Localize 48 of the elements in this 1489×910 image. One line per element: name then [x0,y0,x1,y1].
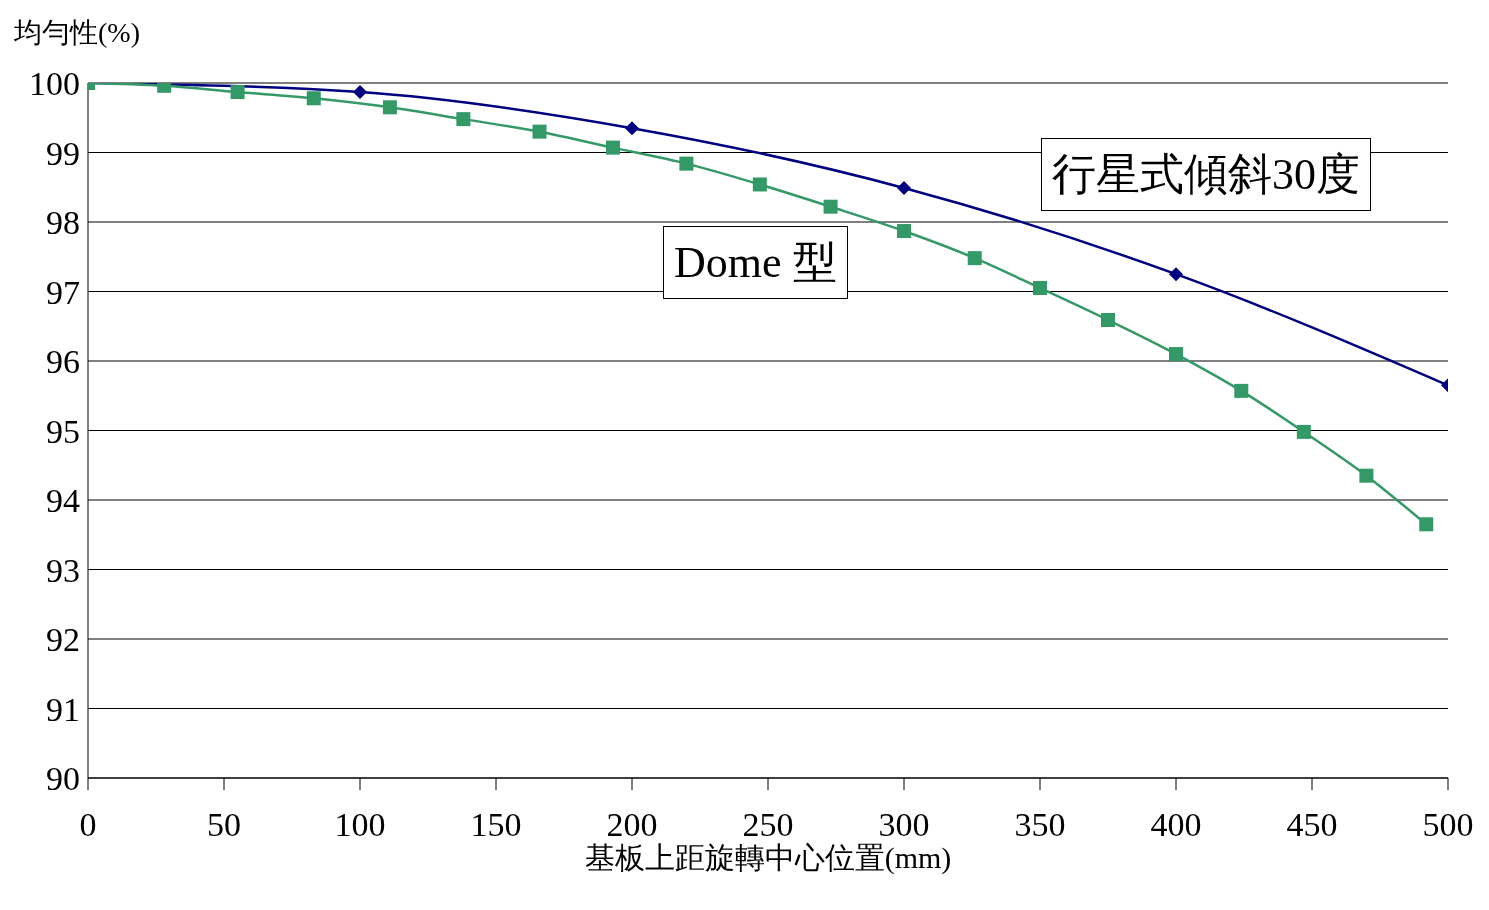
point [625,121,639,136]
x-tick-label: 50 [207,806,241,844]
x-tick-label: 200 [606,806,658,844]
point [306,91,321,106]
x-tick-label: 0 [79,806,97,844]
y-tick-label: 91 [46,690,80,728]
point [823,199,838,214]
x-tick-label: 500 [1422,806,1474,844]
point [679,156,694,171]
y-tick-label: 96 [46,343,80,381]
point [1169,347,1183,362]
point [1296,424,1311,439]
y-tick-label: 94 [46,482,80,520]
point [1101,313,1115,327]
x-tick-label: 350 [1014,806,1066,844]
x-tick-label: 400 [1150,806,1202,844]
point [230,85,245,100]
x-tick-label: 150 [470,806,522,844]
point [897,180,911,195]
x-tick-label: 100 [334,806,386,844]
x-tick-label: 300 [878,806,930,844]
point [752,177,767,192]
x-tick-label: 250 [742,806,794,844]
point [1234,383,1249,398]
point [382,100,397,115]
y-tick-label: 97 [46,273,80,311]
point [1359,468,1374,483]
point [353,85,367,100]
y-tick-label: 100 [29,65,80,103]
y-tick-label: 98 [46,204,80,242]
point [1169,267,1183,282]
x-axis-title: 基板上距旋轉中心位置(mm) [584,841,952,875]
series-label: 行星式傾斜30度 [1041,138,1371,211]
y-tick-label: 95 [46,412,80,450]
x-tick-label: 450 [1286,806,1338,844]
y-axis-title: 均勻性(%) [14,16,140,50]
y-tick-label: 93 [46,551,80,589]
point [897,224,911,239]
point [605,140,620,155]
point [532,124,547,139]
y-tick-label: 92 [46,621,80,659]
y-tick-label: 90 [46,760,80,798]
point [967,251,982,266]
y-tick-label: 99 [46,134,80,172]
point [456,112,471,127]
point [1033,281,1047,296]
series-label: Dome 型 [663,226,848,299]
point [1419,517,1434,532]
